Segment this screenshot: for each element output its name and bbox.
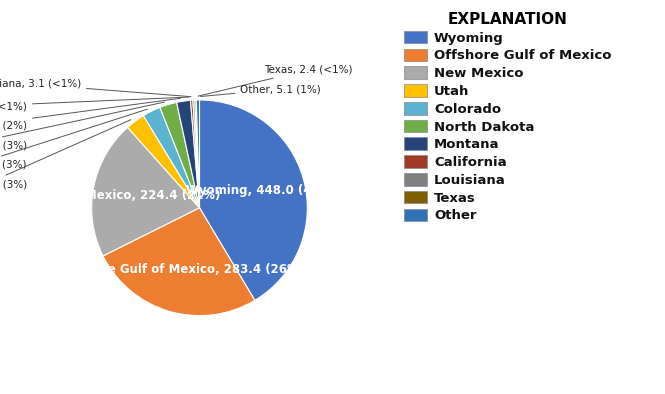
Wedge shape	[177, 100, 200, 208]
Text: Wyoming, 448.0 (41%): Wyoming, 448.0 (41%)	[186, 184, 337, 197]
Wedge shape	[103, 208, 255, 316]
Wedge shape	[128, 116, 200, 208]
Text: Utah, 31.5 (3%): Utah, 31.5 (3%)	[0, 120, 131, 189]
Text: Texas, 2.4 (<1%): Texas, 2.4 (<1%)	[198, 65, 352, 96]
Text: North Dakota, 27.8 (3%): North Dakota, 27.8 (3%)	[0, 102, 164, 150]
Wedge shape	[190, 100, 200, 208]
Wedge shape	[200, 100, 307, 300]
Legend: Wyoming, Offshore Gulf of Mexico, New Mexico, Utah, Colorado, North Dakota, Mont: Wyoming, Offshore Gulf of Mexico, New Me…	[402, 11, 612, 224]
Text: Colorado, 29.5 (3%): Colorado, 29.5 (3%)	[0, 109, 148, 170]
Wedge shape	[144, 108, 199, 208]
Text: Other, 5.1 (1%): Other, 5.1 (1%)	[201, 84, 321, 97]
Wedge shape	[193, 100, 200, 208]
Wedge shape	[195, 100, 200, 208]
Text: Montana, 22.4 (2%): Montana, 22.4 (2%)	[0, 98, 180, 131]
Wedge shape	[196, 100, 200, 208]
Text: Offshore Gulf of Mexico, 283.4 (26%): Offshore Gulf of Mexico, 283.4 (26%)	[59, 263, 305, 276]
Text: Louisiana, 3.1 (<1%): Louisiana, 3.1 (<1%)	[0, 79, 191, 97]
Wedge shape	[92, 127, 200, 256]
Text: New Mexico, 224.4 (21%): New Mexico, 224.4 (21%)	[52, 189, 220, 202]
Text: California, 3.8 (<1%): California, 3.8 (<1%)	[0, 97, 189, 112]
Wedge shape	[160, 102, 200, 208]
